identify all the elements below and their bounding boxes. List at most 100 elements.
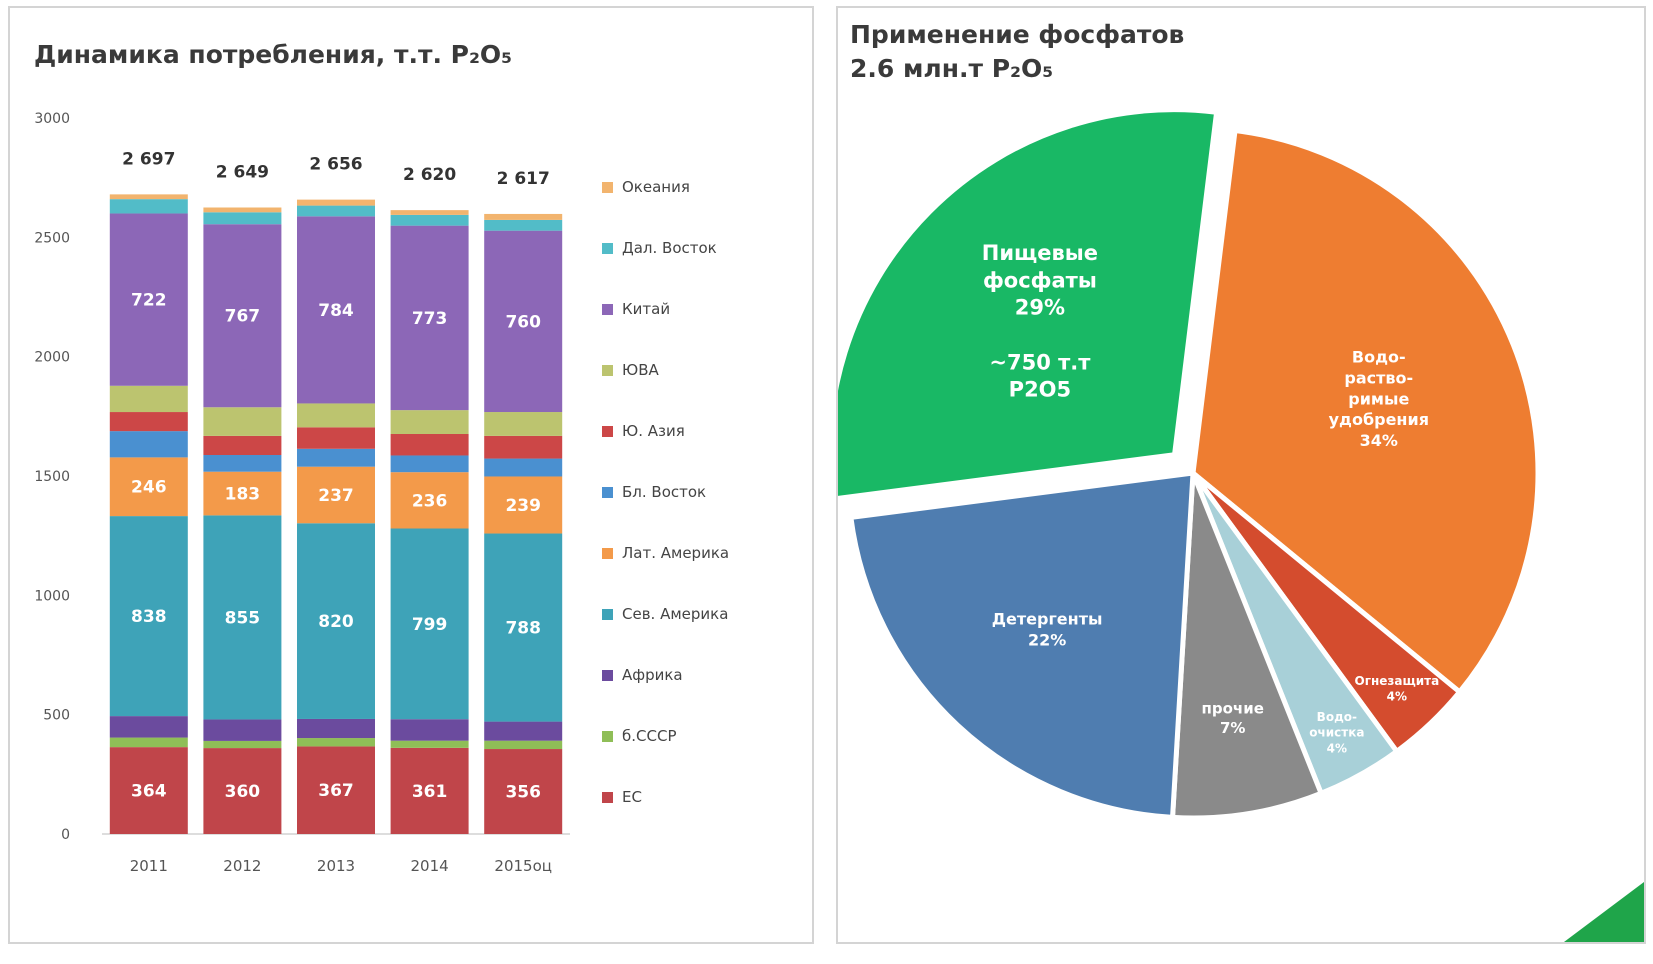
pie-chart: Водо-раство-римые удобрения 34% Огнезащита 4… [838,107,1541,821]
corner-decoration [1564,882,1644,942]
pie-slice-label: римые [1348,389,1409,408]
bar-value-label: 784 [318,301,354,321]
pie-chart-title: Применение фосфатов 2.6 млн.т P₂O₅ [850,18,1184,86]
bar-segment [109,213,188,386]
pie-slice-label: фосфаты [983,268,1097,292]
bar-value-label: 360 [225,782,261,802]
legend-label: б.СССР [622,727,677,745]
bar-segment [203,740,282,749]
bar-chart-title: Динамика потребления, т.т. P₂O₅ [34,40,513,69]
bar-value-label: 364 [131,782,167,802]
bar-segment [109,412,188,432]
bar-segment [203,435,282,455]
bar-segment [203,212,282,225]
x-tick-label: 2012 [223,857,261,875]
bar-value-label: 361 [412,782,448,802]
legend-label: ЮВА [622,361,659,379]
legend-label: ЕС [622,788,642,806]
legend-swatch [602,670,613,681]
bar-total-label: 2 617 [497,169,550,189]
legend-label: Ю. Азия [622,422,685,440]
pie-slice-label: Пищевые [982,241,1098,265]
bar-segment [297,718,375,739]
legend-label: Лат. Америка [622,544,729,562]
bar-segment [203,407,282,436]
bar-value-label: 773 [412,309,448,329]
pie-slice-label: 29% [1015,296,1065,320]
bar-segment [109,516,188,717]
bar-segment [109,199,188,214]
pie-slice-label: Водо- [1317,710,1357,724]
bar-segment [109,747,188,834]
bar-segment [297,746,375,834]
legend-swatch [602,731,613,742]
legend-swatch [602,304,613,315]
pie-slice-label: Водо- [1352,348,1406,367]
bar-value-label: 838 [131,607,167,627]
pie-title-line1: Применение фосфатов [850,20,1185,49]
pie-title-line2: 2.6 млн.т P₂O₅ [850,53,1054,83]
bar-segment [390,225,469,411]
pie-slice-label: 4% [1387,690,1407,704]
bar-segment [390,214,469,226]
pie-slice [1169,472,1325,821]
bar-value-label: 236 [412,491,448,511]
legend-swatch [602,792,613,803]
bar-total-label: 2 697 [122,149,175,169]
x-tick-label: 2011 [130,857,168,875]
legend-swatch [602,243,613,254]
bar-segment [297,216,375,404]
legend-swatch [602,426,613,437]
pie-slice [1190,127,1541,696]
bar-segment [203,719,282,741]
pie-slice-label: раство- [1344,368,1413,387]
bar-segment [203,748,282,834]
bar-segment [109,457,188,517]
bar-segment [109,385,188,413]
legend-label: Дал. Восток [622,239,717,257]
pie-slice-label: прочие [1202,700,1264,718]
bar-segment [484,721,563,741]
bar-segment [484,219,563,231]
bar-value-label: 767 [225,307,261,327]
bar-total-label: 2 620 [403,165,456,185]
bar-segment [203,515,282,720]
legend-label: Океания [622,178,690,196]
bar-value-label: 239 [505,496,541,516]
bar-segment [390,472,469,529]
bar-segment [390,719,469,741]
bar-segment [109,194,188,200]
bar-segment [390,747,469,834]
bar-segment [297,403,375,428]
pie-slice-label: 34% [1360,431,1398,450]
pie-slice-label: 7% [1220,719,1245,737]
legend-swatch [602,365,613,376]
bar-chart-panel: Динамика потребления, т.т. P₂O₅ 0 500 1000… [8,6,814,944]
bar-segment [390,410,469,434]
legend-swatch [602,487,613,498]
x-tick-label: 2015оц [494,857,552,875]
pie-slice-label: P2O5 [1009,378,1071,402]
stacked-bar-chart: 0 500 1000 1500 2000 2500 3000 364 838 246 722 2 69… [34,111,729,875]
bar-value-label: 820 [318,612,354,632]
x-tick-label: 2013 [317,857,355,875]
bar-segment [297,523,375,719]
bar-value-label: 788 [505,619,541,639]
bar-segment [484,476,563,534]
bar-segment [484,740,563,750]
bar-segment [484,230,563,413]
bar-segment [109,737,188,748]
bar-value-label: 760 [505,312,541,332]
y-tick-label: 1500 [34,469,70,485]
bar-value-label: 799 [412,615,448,635]
bar-segment [390,433,469,456]
bar-segment [484,533,563,722]
legend-label: Африка [622,666,683,684]
bar-value-label: 237 [318,486,354,506]
y-tick-label: 0 [61,827,70,843]
bar-segment [297,427,375,449]
legend-label: Китай [622,300,670,318]
bar-segment [297,199,375,206]
bar-value-label: 855 [225,608,261,628]
legend-label: Сев. Америка [622,605,728,623]
